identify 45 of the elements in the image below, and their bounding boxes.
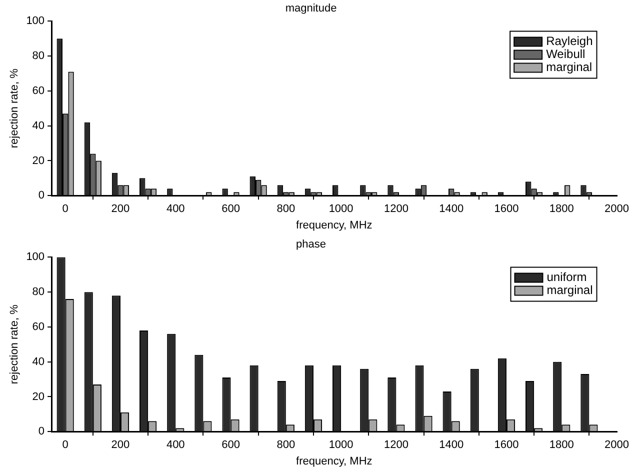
x-axis-title: frequency, MHz	[296, 219, 372, 232]
x-tick-label: 1800	[549, 203, 574, 216]
y-tick-label: 100	[26, 251, 45, 264]
x-tick-label: 1200	[384, 203, 408, 216]
x-tick-label: 800	[276, 439, 296, 452]
y-tick-label: 60	[32, 84, 45, 97]
x-tick-label: 800	[276, 203, 296, 216]
y-tick-label: 20	[32, 154, 45, 167]
legend-label: uniform	[546, 270, 587, 284]
x-tick-label: 1400	[439, 203, 464, 216]
y-tick-label: 0	[38, 190, 45, 202]
x-tick-label: 200	[111, 203, 130, 216]
y-tick-label: 0	[38, 426, 45, 438]
x-tick-label: 1200	[384, 439, 408, 452]
y-tick-label: 80	[32, 286, 45, 298]
x-tick-label: 600	[222, 439, 240, 452]
y-tick-label: 40	[32, 356, 45, 368]
legend-label: marginal	[546, 60, 592, 74]
x-axis-title: frequency, MHz	[296, 455, 372, 468]
y-axis-title: rejection rate, %	[8, 68, 21, 148]
x-tick-label: 400	[166, 203, 185, 216]
y-tick-label: 40	[32, 120, 45, 132]
legend-label: Weibull	[546, 47, 586, 62]
x-tick-label: 2000	[604, 203, 630, 216]
x-tick-label: 1400	[439, 439, 464, 452]
legend-label: Rayleigh	[546, 34, 593, 48]
chart-title: phase	[296, 238, 326, 251]
x-tick-label: 0	[62, 203, 68, 216]
x-tick-label: 1000	[328, 439, 354, 452]
y-tick-label: 100	[26, 15, 45, 28]
x-tick-label: 1800	[549, 439, 574, 452]
x-tick-label: 400	[166, 439, 185, 452]
x-tick-label: 0	[62, 439, 68, 452]
legend-label: marginal	[546, 283, 593, 298]
x-tick-label: 2000	[604, 439, 630, 452]
x-tick-label: 600	[222, 203, 240, 216]
y-axis-title: rejection rate, %	[8, 304, 21, 384]
x-tick-label: 1000	[328, 203, 354, 216]
x-tick-label: 200	[111, 439, 130, 452]
chart-title: magnitude	[285, 2, 337, 15]
y-tick-label: 60	[32, 320, 45, 333]
x-tick-label: 1600	[494, 203, 519, 216]
y-tick-label: 20	[32, 390, 45, 403]
y-tick-label: 80	[32, 50, 45, 62]
x-tick-label: 1600	[494, 439, 519, 452]
